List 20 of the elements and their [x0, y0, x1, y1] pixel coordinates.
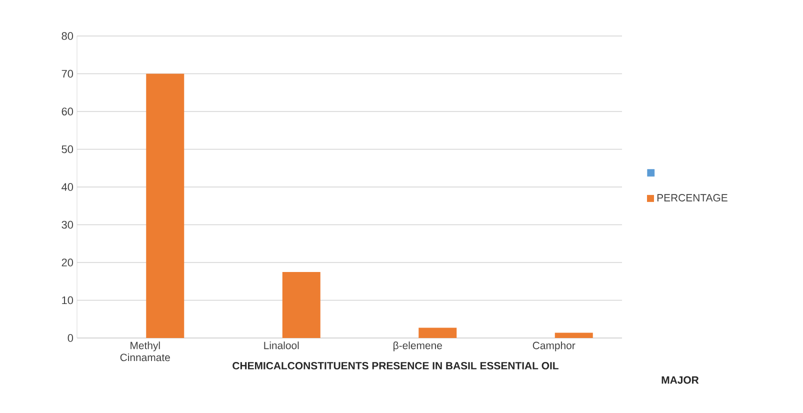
bar — [146, 74, 184, 338]
bar — [554, 332, 593, 338]
text: MAJOR — [662, 376, 699, 384]
y-tick-label: 40 — [62, 183, 74, 191]
y-tick-label: 50 — [62, 145, 74, 154]
y-tick-label: 30 — [62, 220, 74, 229]
y-tick-label: 80 — [62, 32, 74, 40]
x-tick-label: Camphor — [532, 342, 576, 352]
legend-label: PERCENTAGE — [657, 194, 728, 202]
y-tick-label: 10 — [62, 296, 74, 304]
y-tick-label: 0 — [68, 334, 74, 342]
x-tick-label: Methyl Cinnamate — [120, 342, 170, 362]
x-tick-label: β-elemene — [394, 342, 442, 352]
y-tick-label: 70 — [62, 70, 74, 78]
y-tick-label: 20 — [62, 258, 74, 266]
bar — [282, 272, 320, 338]
y-tick-label: 60 — [62, 108, 74, 116]
x-tick-label: Linalool — [264, 342, 299, 350]
x-axis-title: CHEMICALCONSTITUENTS PRESENCE IN BASIL ESSENTIAL OIL — [232, 362, 558, 370]
bar — [418, 328, 457, 338]
